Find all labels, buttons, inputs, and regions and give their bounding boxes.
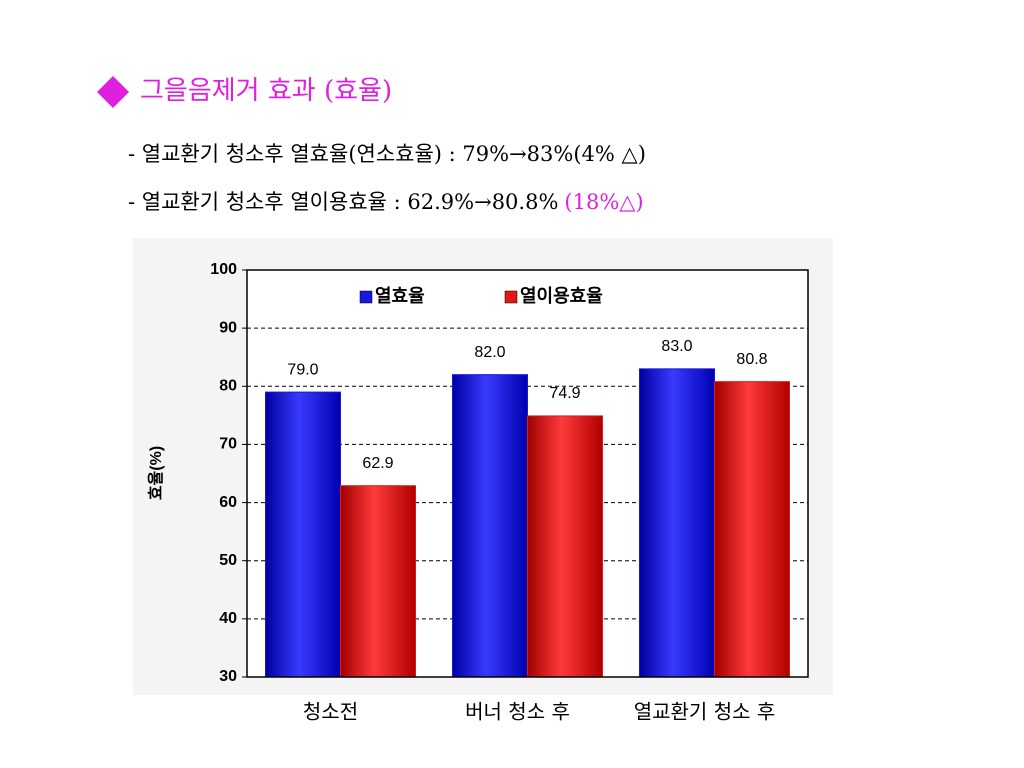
bar (639, 368, 715, 678)
value-label: 62.9 (362, 455, 393, 472)
line-text: - 열교환기 청소후 열효율(연소효율) : 79%→83%(4% △) (128, 142, 646, 166)
y-axis-label: 효율(%) (147, 446, 165, 500)
y-tick-label: 30 (219, 668, 237, 685)
value-label: 82.0 (474, 344, 505, 361)
line-highlight: (18%△) (564, 190, 643, 214)
y-tick-label: 60 (219, 494, 237, 511)
legend-label: 열효율 (375, 286, 425, 306)
y-tick-label: 100 (210, 261, 237, 278)
bar (265, 391, 341, 678)
bar (527, 415, 603, 678)
value-label: 80.8 (736, 351, 767, 368)
chart: 30 40 50 60 70 80 90 100 79.0 62.9 82.0 74.9 83.0 80.… (210, 261, 808, 685)
y-tick-label: 90 (219, 319, 237, 336)
legend-swatch (359, 290, 373, 304)
y-tick-label: 50 (219, 552, 237, 569)
y-tick-label: 80 (219, 378, 237, 395)
y-tick-label: 40 (219, 610, 237, 627)
title-bullet (97, 76, 129, 108)
x-tick-label: 청소전 (303, 700, 358, 724)
x-tick-label: 버너 청소 후 (465, 700, 570, 724)
legend-swatch (504, 290, 518, 304)
value-label: 74.9 (549, 385, 580, 402)
value-label: 79.0 (287, 361, 318, 378)
bullet-line: - 열교환기 청소후 열효율(연소효율) : 79%→83%(4% △) (128, 142, 646, 166)
bullet-line: - 열교환기 청소후 열이용효율 : 62.9%→80.8% (18%△) (128, 190, 644, 214)
slide-title: 그을음제거 효과 (효율) (140, 76, 392, 106)
plot-border (246, 269, 809, 678)
legend-label: 열이용효율 (520, 286, 603, 306)
x-tick-label: 열교환기 청소 후 (634, 700, 776, 724)
bar (340, 485, 416, 678)
bar (452, 374, 528, 678)
bar (714, 381, 790, 678)
value-label: 83.0 (661, 338, 692, 355)
line-text: - 열교환기 청소후 열이용효율 : 62.9%→80.8% (128, 190, 558, 214)
y-tick-label: 70 (219, 436, 237, 453)
